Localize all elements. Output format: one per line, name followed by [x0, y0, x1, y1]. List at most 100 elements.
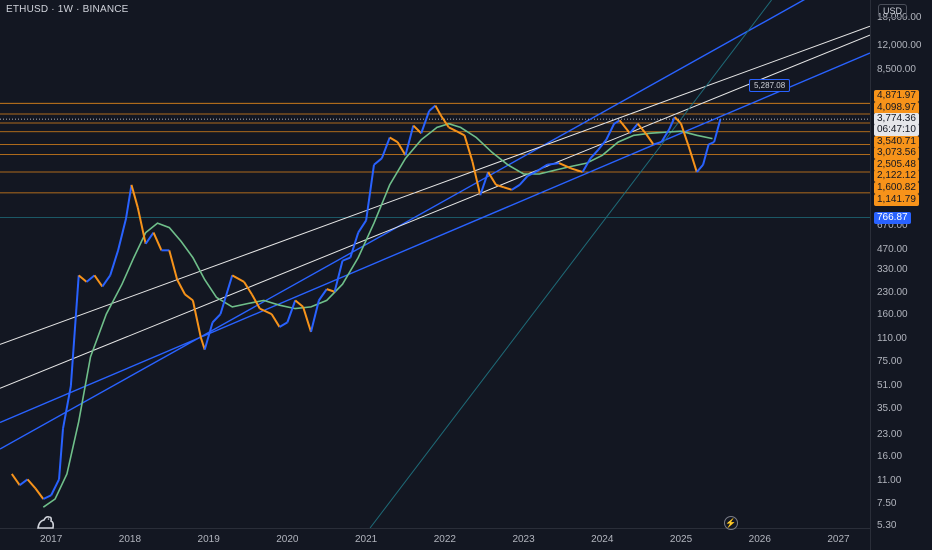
price-segment-up: [589, 148, 600, 159]
time-axis-label: 2019: [197, 534, 220, 545]
price-segment-up: [109, 250, 120, 276]
price-segment-down: [680, 123, 690, 148]
symbol-title[interactable]: ETHUSD · 1W · BINANCE: [6, 4, 129, 15]
price-axis-label: 35.00: [877, 403, 903, 414]
price-segment-down: [184, 293, 194, 302]
price-segment-down: [412, 124, 422, 134]
price-axis-label: 330.00: [877, 264, 908, 275]
price-segment-up: [58, 428, 64, 480]
time-axis-label: 2027: [827, 534, 850, 545]
price-segment-up: [50, 478, 60, 496]
price-segment-up: [660, 128, 671, 143]
price-segment-down: [456, 130, 465, 137]
price-segment-up: [380, 137, 391, 159]
price-segment-up: [420, 110, 431, 134]
price-segment-down: [231, 274, 245, 283]
price-segment-down: [152, 232, 163, 251]
lightning-icon[interactable]: ⚡: [724, 516, 738, 530]
price-level-tag[interactable]: 1,141.79: [874, 194, 919, 206]
price-segment-down: [558, 162, 572, 170]
price-level-tag[interactable]: 06:47:10: [874, 124, 919, 136]
price-level-tag[interactable]: 2,122.12: [874, 170, 919, 182]
chart-area[interactable]: [0, 0, 871, 529]
price-segment-up: [629, 123, 639, 134]
price-segment-up: [597, 139, 608, 151]
price-segment-down: [463, 135, 474, 162]
price-level-tag[interactable]: 3,073.56: [874, 147, 919, 159]
price-segment-down: [326, 288, 335, 293]
price-segment-up: [85, 274, 96, 283]
price-axis-label: 16.00: [877, 451, 903, 462]
price-segment-up: [62, 385, 72, 429]
price-segment-up: [511, 184, 521, 191]
price-segment-up: [333, 260, 344, 292]
price-segment-down: [270, 313, 281, 328]
price-segment-down: [168, 250, 179, 280]
price-axis-label: 7.50: [877, 498, 897, 509]
price-axis-label: 12,000.00: [877, 40, 922, 51]
white-trendline-upper: [0, 25, 871, 345]
price-segment-up: [581, 157, 592, 173]
currency-label[interactable]: USD: [878, 4, 908, 18]
price-axis-label: 51.00: [877, 380, 903, 391]
price-segment-up: [518, 175, 529, 186]
price-segment-up: [479, 171, 490, 196]
price-segment-down: [26, 478, 37, 490]
price-segment-up: [310, 300, 320, 333]
price-level-tag[interactable]: 766.87: [874, 212, 911, 224]
price-segment-down: [440, 114, 450, 128]
price-level-tag[interactable]: 4,098.97: [874, 102, 919, 114]
price-segment-up: [547, 162, 560, 166]
time-axis-label: 2020: [276, 534, 299, 545]
price-segment-up: [349, 232, 360, 258]
time-axis-label: 2017: [40, 534, 63, 545]
tradingview-logo-icon[interactable]: [36, 512, 56, 530]
price-axis-label: 110.00: [877, 333, 907, 344]
price-segment-down: [243, 281, 253, 296]
price-chart[interactable]: [0, 0, 871, 529]
price-segment-down: [471, 161, 482, 196]
time-axis-label: 2025: [669, 534, 693, 545]
moving-average-line: [42, 122, 713, 508]
price-segment-up: [696, 164, 704, 173]
time-scale[interactable]: [0, 528, 870, 550]
white-trendline-lower: [0, 34, 871, 389]
price-level-tag[interactable]: 1,600.82: [874, 182, 919, 194]
teal-steep-line: [369, 0, 772, 529]
price-segment-up: [124, 184, 133, 219]
price-segment-down: [636, 123, 647, 134]
price-segment-up: [219, 275, 234, 315]
price-segment-down: [251, 293, 261, 310]
time-axis-label: 2026: [748, 534, 771, 545]
time-axis-label: 2023: [512, 534, 535, 545]
price-segment-up: [42, 494, 52, 500]
price-segment-up: [144, 231, 155, 245]
price-segment-up: [117, 218, 127, 251]
price-segment-up: [653, 141, 662, 146]
price-segment-down: [644, 132, 655, 146]
blue-trendline-lower: [0, 52, 871, 424]
time-axis-label: 2021: [354, 534, 378, 545]
price-segment-up: [527, 171, 536, 177]
price-segment-down: [130, 184, 139, 208]
price-axis-label: 670.00: [877, 220, 908, 231]
price-level-tag[interactable]: 2,505.48: [874, 159, 919, 171]
price-axis-label: 230.00: [877, 287, 908, 298]
target-price-label[interactable]: 5,287.08: [749, 79, 791, 92]
price-segment-up: [286, 300, 297, 323]
price-segment-down: [10, 473, 21, 486]
price-segment-up: [404, 125, 415, 156]
price-segment-up: [534, 163, 548, 173]
price-segment-up: [428, 104, 437, 112]
price-segment-up: [668, 116, 676, 130]
price-level-tag[interactable]: 3,774.36: [874, 113, 919, 125]
price-level-tag[interactable]: 3,540.71: [874, 136, 919, 148]
price-segment-up: [69, 275, 80, 386]
price-segment-up: [613, 119, 621, 125]
price-axis-label: 23.00: [877, 429, 903, 440]
time-axis-label: 2024: [591, 534, 614, 545]
price-axis-label: 75.00: [877, 356, 903, 367]
price-level-tag[interactable]: 4,871.97: [874, 90, 919, 102]
price-scale[interactable]: 18,000.00 12,000.00 8,500.00 670.00 470.00 33…: [870, 0, 932, 550]
time-axis-label: 2018: [118, 534, 142, 545]
